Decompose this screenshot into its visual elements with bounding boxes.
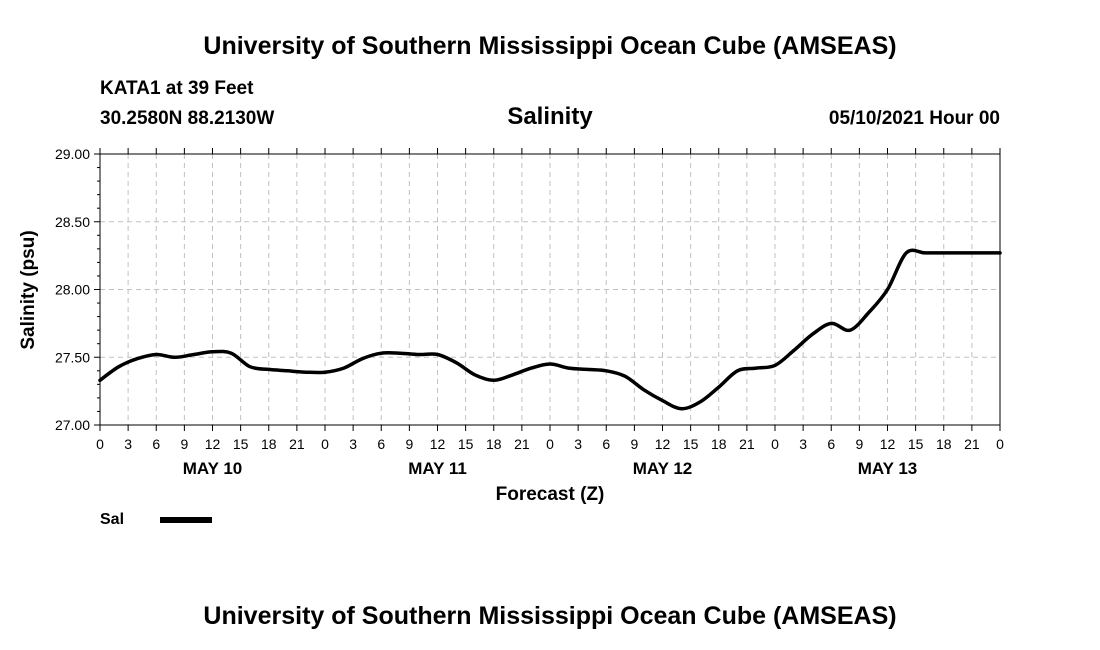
x-tick-label: 3 (124, 436, 132, 452)
x-tick-label: 12 (205, 436, 221, 452)
x-tick-label: 18 (261, 436, 277, 452)
grid-lines (100, 154, 1000, 425)
x-tick-label: 21 (739, 436, 755, 452)
x-tick-label: 6 (152, 436, 160, 452)
legend-label: Sal (100, 511, 124, 528)
x-tick-label: 15 (458, 436, 474, 452)
day-label: MAY 11 (408, 459, 467, 478)
day-labels: MAY 10 MAY 11 MAY 12 MAY 13 (183, 459, 918, 478)
x-tick-label: 6 (602, 436, 610, 452)
x-tick-label: 9 (180, 436, 188, 452)
x-tick-label: 15 (908, 436, 924, 452)
x-tick-label: 0 (771, 436, 779, 452)
x-tick-label: 6 (827, 436, 835, 452)
x-tick-label: 9 (630, 436, 638, 452)
coordinates-label: 30.2580N 88.2130W (100, 108, 274, 129)
forecast-date-label: 05/10/2021 Hour 00 (829, 108, 1000, 129)
x-tick-label: 3 (799, 436, 807, 452)
x-tick-label: 12 (655, 436, 671, 452)
chart-title: Salinity (507, 103, 593, 130)
x-axis: 0 3 6 9 12 15 18 21 0 3 6 9 12 15 18 21 0 3 6 9 12 15 18 21 0 3 6 9… (96, 148, 1004, 452)
x-tick-label: 21 (289, 436, 305, 452)
y-tick-label: 29.00 (55, 146, 90, 162)
y-axis: 27.00 27.50 28.00 28.50 29.00 (55, 146, 100, 433)
x-tick-label: 12 (430, 436, 446, 452)
x-tick-label: 12 (880, 436, 896, 452)
footer-title: University of Southern Mississippi Ocean… (203, 602, 896, 630)
x-tick-label: 6 (377, 436, 385, 452)
x-tick-label: 0 (546, 436, 554, 452)
day-label: MAY 13 (858, 459, 918, 478)
x-tick-label: 15 (683, 436, 699, 452)
day-label: MAY 10 (183, 459, 243, 478)
x-tick-label: 0 (996, 436, 1004, 452)
x-tick-label: 3 (574, 436, 582, 452)
x-tick-label: 15 (233, 436, 249, 452)
x-tick-label: 18 (936, 436, 952, 452)
x-tick-label: 0 (96, 436, 104, 452)
station-label: KATA1 at 39 Feet (100, 78, 254, 99)
y-tick-label: 28.00 (55, 282, 90, 298)
x-tick-label: 18 (711, 436, 727, 452)
x-tick-label: 9 (405, 436, 413, 452)
x-tick-label: 3 (349, 436, 357, 452)
chart-main-title: University of Southern Mississippi Ocean… (203, 32, 896, 60)
y-tick-label: 27.00 (55, 417, 90, 433)
x-tick-label: 21 (514, 436, 530, 452)
salinity-series-line (98, 248, 1002, 411)
y-tick-label: 28.50 (55, 214, 90, 230)
y-tick-label: 27.50 (55, 349, 90, 365)
day-label: MAY 12 (633, 459, 693, 478)
x-tick-label: 9 (855, 436, 863, 452)
x-tick-label: 18 (486, 436, 502, 452)
x-tick-label: 21 (964, 436, 980, 452)
y-axis-label: Salinity (psu) (18, 230, 39, 349)
x-tick-label: 0 (321, 436, 329, 452)
x-axis-label: Forecast (Z) (496, 484, 605, 505)
